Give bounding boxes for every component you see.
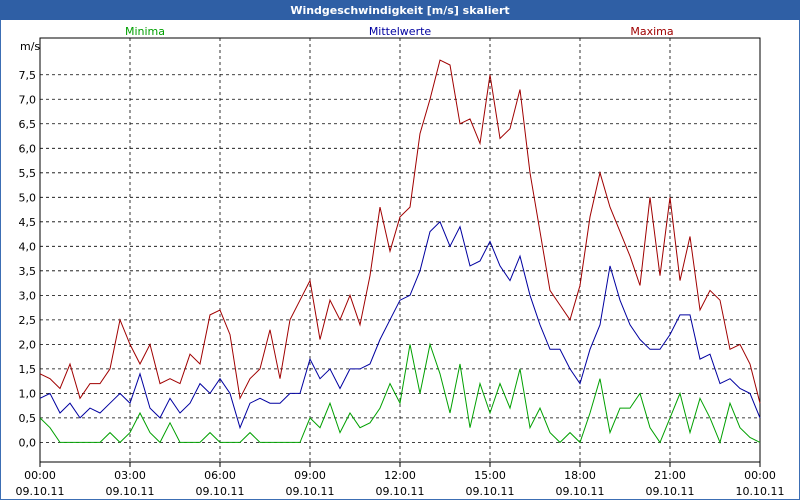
y-tick-label: 5,5 [19,167,37,180]
y-tick-label: 4,5 [19,216,37,229]
x-tick-date: 09.10.11 [106,485,155,498]
y-tick-label: 2,5 [19,314,37,327]
x-tick-label: 09:00 [294,469,326,482]
title-bar [0,0,800,20]
y-tick-label: 1,5 [19,363,37,376]
x-tick-label: 00:00 [24,469,56,482]
x-tick-label: 21:00 [654,469,686,482]
chart-title: Windgeschwindigkeit [m/s] skaliert [290,4,509,17]
y-tick-label: 3,5 [19,265,37,278]
y-tick-label: 7,5 [19,69,37,82]
x-tick-date: 09.10.11 [466,485,515,498]
x-tick-date: 09.10.11 [196,485,245,498]
series-line [39,59,761,404]
y-tick-label: 6,5 [19,118,37,131]
x-tick-label: 06:00 [204,469,236,482]
y-axis-label: m/s [20,40,40,53]
x-tick-label: 15:00 [474,469,506,482]
y-tick-label: 4,0 [19,240,37,253]
legend-entry: Mittelwerte [369,25,432,38]
legend-entry: Minima [125,25,165,38]
y-tick-label: 6,0 [19,142,37,155]
x-tick-date: 09.10.11 [556,485,605,498]
y-tick-label: 5,0 [19,191,37,204]
y-tick-label: 0,0 [19,436,37,449]
y-tick-label: 1,0 [19,387,37,400]
series-line [39,220,761,430]
series-line [39,342,761,444]
x-tick-date: 09.10.11 [286,485,335,498]
x-tick-label: 18:00 [564,469,596,482]
x-tick-date: 09.10.11 [376,485,425,498]
x-tick-label: 00:00 [744,469,776,482]
y-tick-label: 2,0 [19,338,37,351]
legend-entry: Maxima [630,25,673,38]
x-tick-label: 03:00 [114,469,146,482]
y-tick-label: 3,0 [19,289,37,302]
y-tick-label: 0,5 [19,412,37,425]
x-tick-label: 12:00 [384,469,416,482]
x-tick-date: 09.10.11 [646,485,695,498]
y-tick-label: 7,0 [19,93,37,106]
x-tick-date: 10.10.11 [736,485,785,498]
x-tick-date: 09.10.11 [16,485,65,498]
